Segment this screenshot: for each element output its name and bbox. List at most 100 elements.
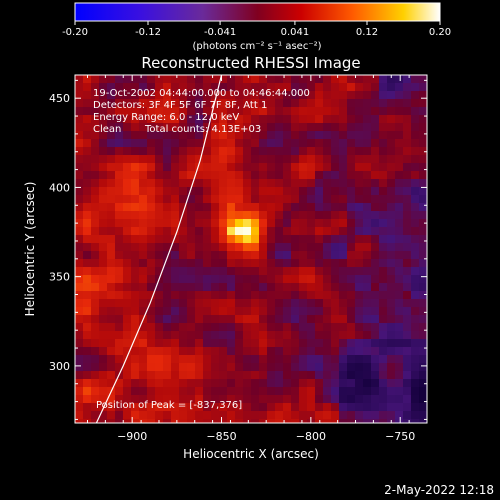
heatmap-cell bbox=[195, 387, 204, 396]
heatmap-cell bbox=[91, 411, 100, 420]
heatmap-cell bbox=[211, 299, 220, 308]
heatmap-cell bbox=[331, 387, 340, 396]
heatmap-cell bbox=[203, 155, 212, 164]
heatmap-cell bbox=[267, 379, 276, 388]
heatmap-cell bbox=[363, 419, 372, 423]
heatmap-cell bbox=[163, 243, 172, 252]
heatmap-cell bbox=[227, 355, 236, 364]
heatmap-cell bbox=[419, 203, 427, 212]
heatmap-cell bbox=[187, 363, 196, 372]
heatmap-cell bbox=[339, 211, 348, 220]
heatmap-cell bbox=[299, 299, 308, 308]
heatmap-cell bbox=[227, 243, 236, 252]
heatmap-cell bbox=[99, 155, 108, 164]
heatmap-cell bbox=[387, 403, 396, 412]
heatmap-cell bbox=[75, 179, 84, 188]
heatmap-cell bbox=[323, 115, 332, 124]
heatmap-cell bbox=[235, 107, 244, 116]
heatmap-cell bbox=[179, 171, 188, 180]
heatmap-cell bbox=[187, 323, 196, 332]
heatmap-cell bbox=[227, 91, 236, 100]
heatmap-cell bbox=[275, 139, 284, 148]
heatmap-cell bbox=[219, 251, 228, 260]
heatmap-cell bbox=[187, 107, 196, 116]
heatmap-cell bbox=[211, 379, 220, 388]
heatmap-cell bbox=[91, 251, 100, 260]
heatmap-cell bbox=[315, 323, 324, 332]
heatmap-cell bbox=[187, 243, 196, 252]
heatmap-cell bbox=[187, 155, 196, 164]
heatmap-cell bbox=[387, 139, 396, 148]
heatmap-cell bbox=[195, 99, 204, 108]
heatmap-cell bbox=[219, 419, 228, 423]
heatmap-cell bbox=[299, 83, 308, 92]
heatmap-cell bbox=[139, 195, 148, 204]
heatmap-cell bbox=[283, 131, 292, 140]
heatmap-cell bbox=[83, 283, 92, 292]
heatmap-cell bbox=[275, 387, 284, 396]
heatmap-cell bbox=[283, 91, 292, 100]
heatmap-cell bbox=[387, 291, 396, 300]
heatmap-cell bbox=[219, 219, 228, 228]
heatmap-cell bbox=[75, 283, 84, 292]
heatmap-cell bbox=[99, 99, 108, 108]
heatmap-cell bbox=[259, 131, 268, 140]
heatmap-cell bbox=[171, 227, 180, 236]
heatmap-cell bbox=[123, 179, 132, 188]
heatmap-cell bbox=[291, 331, 300, 340]
heatmap-cell bbox=[251, 299, 260, 308]
heatmap-cell bbox=[387, 347, 396, 356]
heatmap-cell bbox=[347, 131, 356, 140]
heatmap-cell bbox=[371, 115, 380, 124]
heatmap-cell bbox=[379, 331, 388, 340]
heatmap-cell bbox=[99, 275, 108, 284]
heatmap-cell bbox=[115, 235, 124, 244]
heatmap-cell bbox=[75, 259, 84, 268]
heatmap-cell bbox=[267, 187, 276, 196]
heatmap-cell bbox=[139, 355, 148, 364]
heatmap-cell bbox=[347, 83, 356, 92]
heatmap-cell bbox=[131, 219, 140, 228]
heatmap-cell bbox=[251, 171, 260, 180]
heatmap-cell bbox=[243, 107, 252, 116]
heatmap-cell bbox=[283, 99, 292, 108]
heatmap-cell bbox=[171, 331, 180, 340]
heatmap-cell bbox=[91, 403, 100, 412]
heatmap-cell bbox=[411, 147, 420, 156]
heatmap-cell bbox=[107, 339, 116, 348]
heatmap-cell bbox=[259, 371, 268, 380]
heatmap-cell bbox=[339, 395, 348, 404]
heatmap-cell bbox=[179, 315, 188, 324]
heatmap-cell bbox=[363, 227, 372, 236]
heatmap-cell bbox=[299, 323, 308, 332]
heatmap-cell bbox=[379, 251, 388, 260]
heatmap-cell bbox=[139, 115, 148, 124]
heatmap-cell bbox=[171, 307, 180, 316]
heatmap-cell bbox=[403, 387, 412, 396]
heatmap-cell bbox=[115, 379, 124, 388]
heatmap-cell bbox=[299, 387, 308, 396]
heatmap-cell bbox=[339, 115, 348, 124]
heatmap-cell bbox=[155, 163, 164, 172]
heatmap-cell bbox=[131, 83, 140, 92]
heatmap-cell bbox=[171, 179, 180, 188]
heatmap-cell bbox=[307, 379, 316, 388]
heatmap-cell bbox=[99, 131, 108, 140]
heatmap-cell bbox=[275, 179, 284, 188]
heatmap-cell bbox=[259, 347, 268, 356]
heatmap-cell bbox=[107, 355, 116, 364]
heatmap-cell bbox=[331, 371, 340, 380]
heatmap-cell bbox=[123, 251, 132, 260]
heatmap-cell bbox=[115, 219, 124, 228]
heatmap-cell bbox=[371, 179, 380, 188]
heatmap-cell bbox=[91, 147, 100, 156]
heatmap-cell bbox=[163, 299, 172, 308]
heatmap-cell bbox=[203, 251, 212, 260]
heatmap-cell bbox=[163, 331, 172, 340]
heatmap-cell bbox=[91, 91, 100, 100]
heatmap-cell bbox=[355, 179, 364, 188]
heatmap-cell bbox=[211, 419, 220, 423]
heatmap-cell bbox=[107, 179, 116, 188]
heatmap-cell bbox=[411, 139, 420, 148]
